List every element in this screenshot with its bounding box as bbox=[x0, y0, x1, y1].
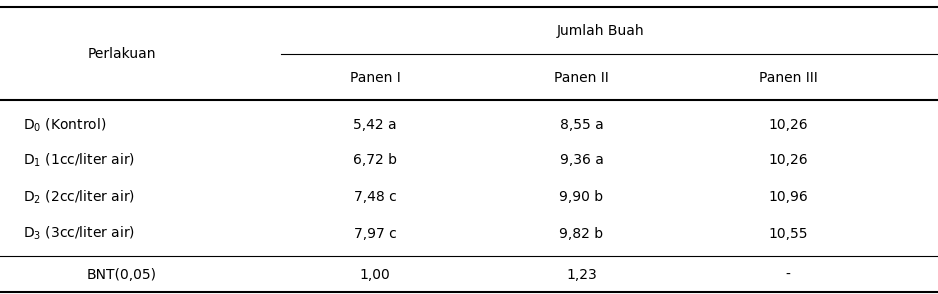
Text: D$_2$ (2cc/liter air): D$_2$ (2cc/liter air) bbox=[23, 188, 135, 206]
Text: 10,26: 10,26 bbox=[768, 153, 808, 167]
Text: D$_3$ (3cc/liter air): D$_3$ (3cc/liter air) bbox=[23, 225, 135, 243]
Text: 7,48 c: 7,48 c bbox=[354, 190, 397, 204]
Text: 9,82 b: 9,82 b bbox=[559, 227, 604, 241]
Text: 8,55 a: 8,55 a bbox=[560, 118, 603, 132]
Text: Panen II: Panen II bbox=[554, 71, 609, 85]
Text: Panen III: Panen III bbox=[759, 71, 817, 85]
Text: -: - bbox=[785, 268, 791, 282]
Text: Panen I: Panen I bbox=[350, 71, 401, 85]
Text: 10,96: 10,96 bbox=[768, 190, 808, 204]
Text: Jumlah Buah: Jumlah Buah bbox=[556, 24, 644, 38]
Text: 1,23: 1,23 bbox=[567, 268, 597, 282]
Text: 10,55: 10,55 bbox=[768, 227, 808, 241]
Text: 7,97 c: 7,97 c bbox=[354, 227, 397, 241]
Text: 9,36 a: 9,36 a bbox=[560, 153, 603, 167]
Text: D$_0$ (Kontrol): D$_0$ (Kontrol) bbox=[23, 116, 107, 134]
Text: Perlakuan: Perlakuan bbox=[87, 47, 157, 61]
Text: 6,72 b: 6,72 b bbox=[354, 153, 397, 167]
Text: D$_1$ (1cc/liter air): D$_1$ (1cc/liter air) bbox=[23, 151, 135, 169]
Text: 1,00: 1,00 bbox=[360, 268, 390, 282]
Text: BNT(0,05): BNT(0,05) bbox=[87, 268, 157, 282]
Text: 5,42 a: 5,42 a bbox=[354, 118, 397, 132]
Text: 10,26: 10,26 bbox=[768, 118, 808, 132]
Text: 9,90 b: 9,90 b bbox=[559, 190, 604, 204]
